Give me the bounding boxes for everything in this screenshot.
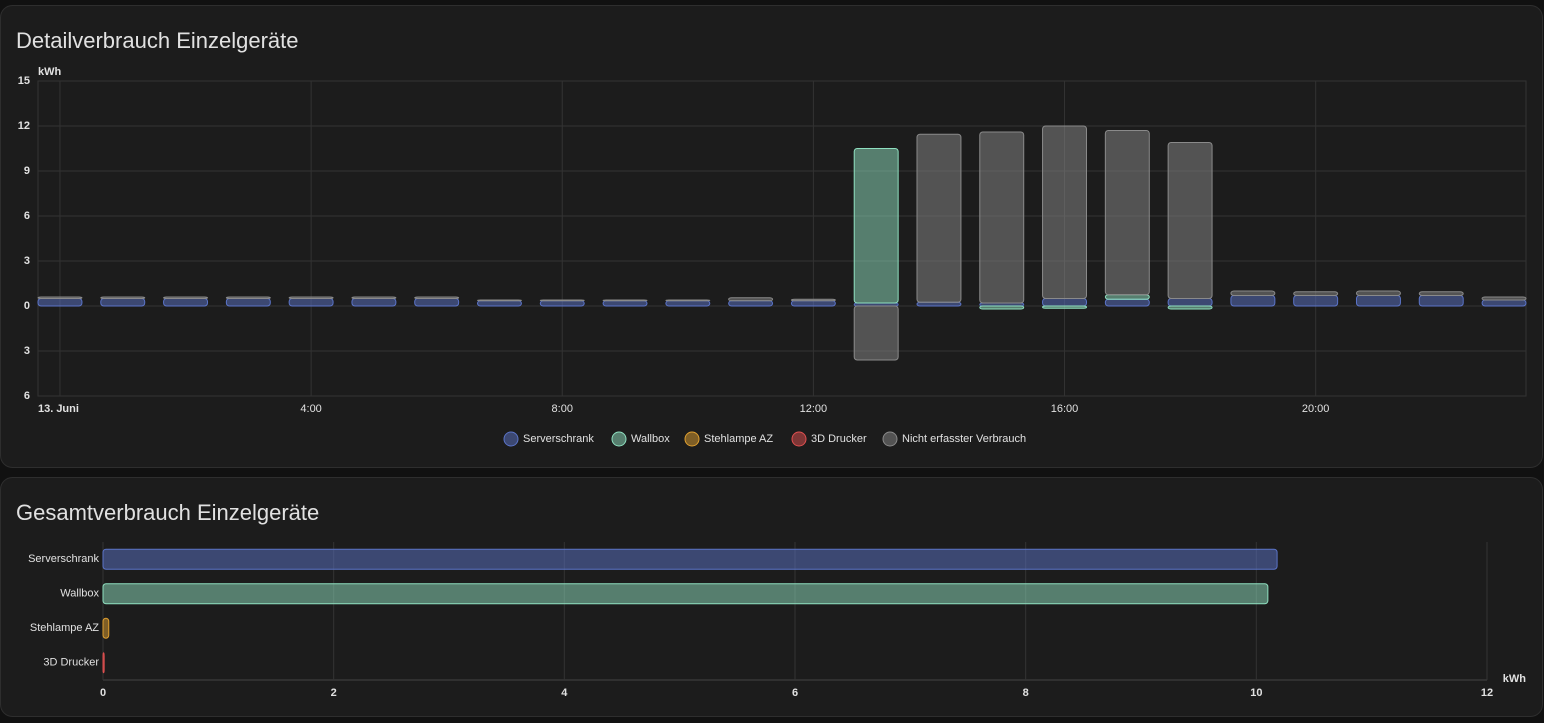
bar-segment [163,296,209,299]
bar-segment [790,298,836,302]
bar-segment [665,299,711,302]
bar-segment [476,300,522,307]
bar-segment [288,298,334,307]
bar-segment [1481,296,1527,301]
bar-segment [916,133,962,303]
legend-label: Serverschrank [523,433,594,445]
y-tick-label: 6 [24,390,30,402]
bar-segment [37,298,83,307]
bar [102,617,110,639]
bar-segment [225,296,271,299]
bar-segment [539,300,585,307]
x-tick-label: 4:00 [300,403,321,415]
axis-unit: kWh [38,66,62,78]
y-tick-label: 6 [24,210,30,222]
bar-segment [1167,305,1213,310]
bar-segment [1167,298,1213,307]
bar-segment [728,300,774,307]
bar-segment [539,299,585,302]
card-title: Gesamtverbrauch Einzelgeräte [16,500,319,525]
bar-segment [100,296,146,299]
y-tick-label: 0 [24,300,30,312]
bar-segment [1230,295,1276,307]
bar-segment [1104,298,1150,307]
bar-segment [853,148,899,304]
bar-segment [1418,295,1464,307]
y-tick-label: 15 [18,75,30,87]
x-tick-label: 8:00 [552,403,573,415]
y-tick-label: Stehlampe AZ [30,622,99,634]
bar-segment [414,298,460,307]
x-tick-label: 13. Juni [38,403,79,415]
bar-segment [1293,295,1339,307]
legend-label: Nicht erfasster Verbrauch [902,433,1026,445]
bar-segment [1293,291,1339,296]
card [0,5,1543,468]
card-title: Detailverbrauch Einzelgeräte [16,28,299,53]
bar-segment [1355,290,1401,296]
bar-segment [1230,290,1276,296]
bar-segment [163,298,209,307]
x-tick-label: 12 [1481,687,1493,699]
bar-segment [414,296,460,299]
y-tick-label: 3 [24,255,30,267]
x-tick-label: 8 [1023,687,1029,699]
bar-segment [916,301,962,307]
bar-segment [1042,305,1088,309]
bar-segment [351,298,397,307]
legend-swatch [882,431,898,447]
bar [102,548,1278,570]
legend-label: 3D Drucker [811,433,867,445]
x-tick-label: 12:00 [800,403,828,415]
bar [102,583,1269,605]
legend-swatch [503,431,519,447]
x-tick-label: 20:00 [1302,403,1330,415]
y-tick-label: 12 [18,120,30,132]
bar-segment [225,298,271,307]
legend-swatch [611,431,627,447]
bar-segment [979,131,1025,304]
bar-segment [1104,294,1150,300]
y-tick-label: 3D Drucker [43,657,99,669]
bar-segment [1418,291,1464,296]
x-tick-label: 0 [100,687,106,699]
bar-segment [288,296,334,299]
x-tick-label: 6 [792,687,798,699]
legend-label: Wallbox [631,433,670,445]
y-tick-label: Serverschrank [28,553,99,565]
bar-segment [853,305,899,361]
bar [102,652,105,674]
y-tick-label: Wallbox [60,588,99,600]
bar-segment [1042,125,1088,299]
axis-unit: kWh [1503,673,1527,685]
bar-segment [728,297,774,302]
x-tick-label: 16:00 [1051,403,1079,415]
y-tick-label: 3 [24,345,30,357]
bar-segment [37,296,83,299]
legend-label: Stehlampe AZ [704,433,773,445]
x-tick-label: 2 [331,687,337,699]
bar-segment [351,296,397,299]
bar-segment [1167,142,1213,299]
bar-segment [602,300,648,307]
bar-segment [1104,130,1150,296]
bar-segment [1042,298,1088,307]
bar-segment [1481,299,1527,307]
bar-segment [1355,295,1401,307]
bar-segment [476,299,522,302]
bar-segment [602,299,648,302]
bar-segment [979,305,1025,310]
y-tick-label: 9 [24,165,30,177]
x-tick-label: 4 [561,687,568,699]
legend-swatch [684,431,700,447]
bar-segment [100,298,146,307]
bar-segment [790,300,836,307]
legend-swatch [791,431,807,447]
x-tick-label: 10 [1250,687,1262,699]
bar-segment [665,300,711,307]
